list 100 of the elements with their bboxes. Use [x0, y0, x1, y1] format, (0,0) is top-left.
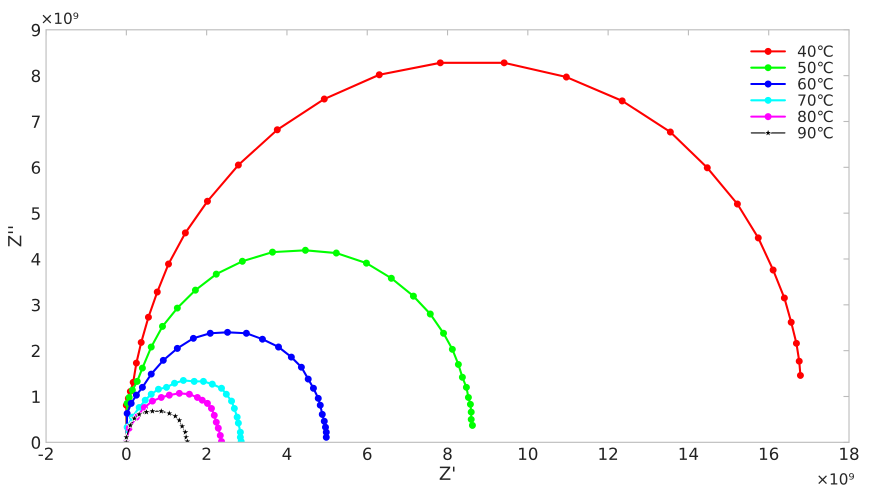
point [322, 434, 330, 441]
point [234, 414, 241, 421]
point [174, 344, 181, 352]
point [204, 400, 211, 407]
point [214, 424, 222, 432]
y-tick-label: 5 [32, 207, 40, 220]
point [159, 322, 166, 330]
point [174, 304, 181, 312]
text: ×10⁹ [818, 473, 854, 485]
point [796, 358, 803, 365]
point [320, 96, 328, 102]
point [124, 410, 131, 417]
x-tick-label: 10 [519, 447, 538, 460]
point [134, 378, 141, 385]
point [163, 384, 170, 391]
point [500, 59, 508, 66]
legend-label: 70℃ [798, 94, 833, 106]
point [242, 330, 250, 337]
point [142, 396, 149, 404]
point [792, 340, 800, 347]
point [376, 71, 383, 78]
point [218, 384, 225, 392]
point [274, 126, 281, 134]
point [320, 418, 328, 425]
point [224, 328, 231, 336]
point [298, 364, 305, 371]
point [206, 330, 214, 337]
point [216, 432, 224, 439]
x-tick-label: 2 [202, 447, 210, 460]
point [388, 274, 395, 282]
x-tick-label: 8 [443, 447, 452, 460]
point [166, 392, 173, 399]
point [186, 390, 193, 398]
point [208, 380, 216, 388]
point [208, 404, 215, 412]
legend-label: 90℃ [798, 126, 833, 138]
point [458, 374, 466, 381]
legend-label: 50℃ [798, 62, 833, 74]
point [302, 246, 309, 254]
x-tick-label: 4 [282, 448, 292, 460]
x-tick-label: 6 [363, 447, 372, 460]
point [314, 394, 322, 402]
x-tick-label: -2 [38, 447, 53, 460]
point [210, 412, 218, 419]
point [138, 338, 145, 346]
point [144, 314, 152, 321]
point [462, 384, 470, 391]
x-tick-label: 14 [680, 448, 698, 460]
point [158, 394, 165, 401]
point [200, 378, 207, 385]
point [468, 408, 475, 416]
point [796, 372, 804, 379]
y-tick-label: 7 [32, 116, 40, 128]
point [134, 410, 144, 418]
point [562, 74, 570, 80]
y-axis-title: Z'' [8, 226, 22, 246]
x-tick-label: 16 [760, 447, 778, 460]
point [198, 396, 206, 404]
point [222, 390, 230, 398]
point [234, 162, 242, 169]
point [269, 248, 276, 256]
point [258, 336, 266, 343]
y-tick-label: 0 [32, 436, 40, 449]
point [468, 416, 475, 423]
point [426, 310, 434, 318]
point [192, 286, 199, 294]
point [130, 414, 139, 422]
point [138, 364, 146, 372]
point [234, 420, 242, 427]
point [788, 318, 795, 326]
point [154, 288, 161, 296]
point [468, 422, 476, 429]
point [212, 270, 220, 278]
point [160, 356, 167, 364]
point [704, 164, 711, 172]
point [128, 400, 135, 407]
x-tick-label: 18 [840, 447, 858, 460]
point [362, 260, 370, 267]
point [148, 344, 155, 350]
point [618, 97, 626, 104]
point [138, 384, 146, 391]
point [230, 404, 238, 412]
point [448, 346, 456, 353]
point [436, 59, 444, 66]
point [410, 292, 417, 300]
y-tick-label: 2 [32, 344, 40, 357]
point [180, 376, 187, 384]
legend-label: 40℃ [798, 45, 833, 57]
point [212, 418, 220, 426]
point [228, 398, 236, 405]
point [132, 360, 140, 367]
point [466, 400, 474, 408]
point [440, 330, 447, 337]
point [238, 258, 246, 265]
y-tick-label: 3 [32, 298, 40, 312]
point [148, 370, 155, 378]
point [318, 410, 326, 418]
point [332, 250, 340, 257]
point [132, 392, 140, 399]
point [310, 384, 317, 392]
